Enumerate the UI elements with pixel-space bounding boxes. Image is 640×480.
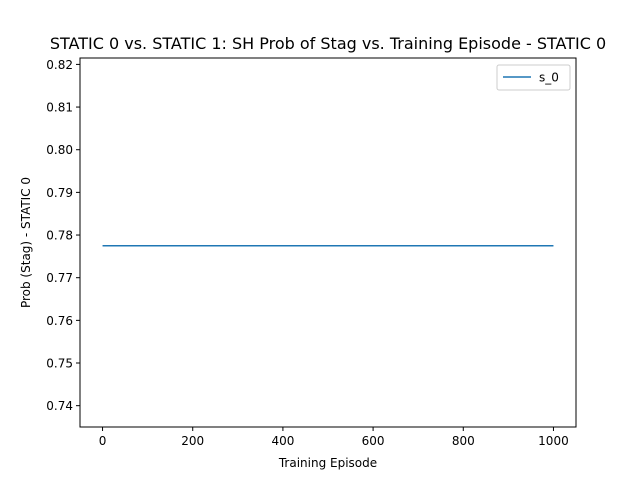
y-tick-label: 0.78 xyxy=(46,229,73,243)
y-tick-label: 0.74 xyxy=(46,399,73,413)
legend-label: s_0 xyxy=(539,71,559,85)
y-tick-label: 0.81 xyxy=(46,101,73,115)
y-tick-label: 0.80 xyxy=(46,143,73,157)
axes-frame xyxy=(79,57,577,428)
legend: s_0 xyxy=(496,64,571,91)
legend-box xyxy=(496,64,571,91)
plot-area xyxy=(79,57,577,428)
x-axis-label: Training Episode xyxy=(278,456,377,470)
y-axis-label: Prob (Stag) - STATIC 0 xyxy=(19,177,33,308)
chart-title: STATIC 0 vs. STATIC 1: SH Prob of Stag v… xyxy=(50,34,606,53)
x-tick-label: 600 xyxy=(362,434,385,448)
x-tick-label: 1000 xyxy=(538,434,569,448)
x-axis-ticks: 0 200 400 600 800 1000 xyxy=(99,427,569,448)
y-tick-label: 0.79 xyxy=(46,186,73,200)
x-tick-label: 0 xyxy=(99,434,107,448)
y-axis-ticks: 0.74 0.75 0.76 0.77 0.78 0.79 0.80 0.81 0.82 xyxy=(46,58,80,413)
y-tick-label: 0.76 xyxy=(46,314,73,328)
y-tick-label: 0.75 xyxy=(46,357,73,371)
y-tick-label: 0.77 xyxy=(46,271,73,285)
y-tick-label: 0.82 xyxy=(46,58,73,72)
x-tick-label: 800 xyxy=(452,434,475,448)
x-tick-label: 400 xyxy=(271,434,294,448)
x-tick-label: 200 xyxy=(181,434,204,448)
